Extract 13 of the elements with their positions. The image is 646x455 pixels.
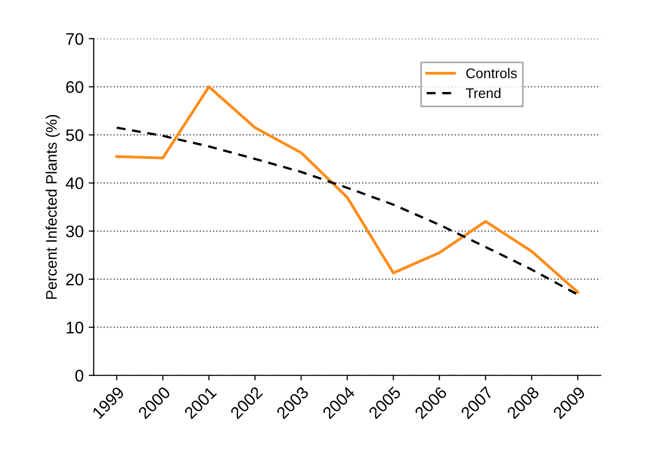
- y-tick-label: 60: [66, 81, 84, 93]
- legend-label: Controls: [466, 68, 517, 78]
- y-tick-label: 50: [66, 129, 84, 142]
- y-tick-label: 30: [66, 225, 84, 238]
- legend-label: Trend: [466, 88, 500, 98]
- y-axis-title: Percent Infected Plants (%): [46, 114, 60, 299]
- y-tick-label: 0: [75, 370, 84, 382]
- line-series: [115, 85, 580, 294]
- y-tick-label: 10: [66, 322, 84, 334]
- y-tick-label: 40: [66, 177, 84, 190]
- y-tick-label: 20: [66, 274, 84, 286]
- line-series: [116, 126, 579, 296]
- y-tick-label: 70: [66, 33, 84, 45]
